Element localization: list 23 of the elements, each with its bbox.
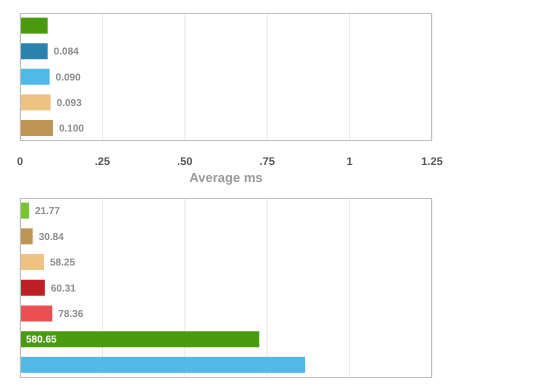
- bar: [20, 228, 33, 244]
- x-tick-label: .75: [260, 156, 275, 168]
- bar: [20, 280, 45, 296]
- data-label: 58.25: [50, 258, 76, 269]
- x-tick-label: 1: [346, 156, 353, 168]
- data-label: 580.65: [26, 334, 58, 346]
- x-tick-label: .25: [94, 156, 110, 168]
- data-label: 21.77: [34, 206, 60, 218]
- bar: [20, 305, 52, 322]
- data-label: 60.31: [50, 283, 76, 294]
- x-tick-label: 0: [16, 156, 24, 168]
- data-label: 30.84: [38, 232, 64, 243]
- x-axis-title: Average ms: [189, 170, 263, 185]
- data-label: 0.090: [56, 72, 82, 84]
- bar: [20, 356, 306, 373]
- x-tick-label: .50: [177, 156, 192, 168]
- data-label: 0.100: [58, 124, 84, 135]
- x-tick-label: 1.25: [421, 156, 443, 168]
- bar: [20, 331, 260, 348]
- data-label: 0.084: [54, 46, 80, 58]
- data-label: 0.093: [56, 98, 82, 109]
- data-label: 78.36: [58, 308, 84, 320]
- bar: [20, 254, 44, 270]
